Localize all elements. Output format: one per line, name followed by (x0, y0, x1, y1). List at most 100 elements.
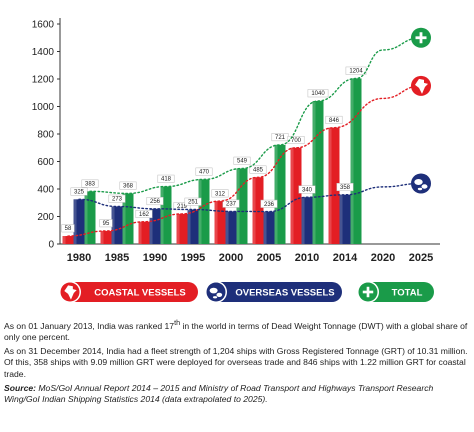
overseas-value-box (146, 197, 164, 206)
coastal-value-label: 312 (215, 191, 226, 197)
total-bar (122, 193, 134, 244)
y-tick-label: 400 (37, 185, 54, 196)
total-value-label: 1040 (311, 91, 325, 97)
overseas-bar-highlight (149, 208, 153, 244)
legend-globe-icon-land-a (209, 287, 218, 294)
note-source: Source: MoS/GoI Annual Report 2014 – 201… (4, 383, 470, 405)
coastal-value-label: 485 (253, 168, 264, 174)
overseas-end-globe-icon-land-a (414, 179, 423, 185)
y-tick-label: 800 (37, 130, 54, 141)
coastal-bar (62, 236, 74, 244)
overseas-legend-pill (206, 282, 342, 302)
overseas-end-globe-icon-land-b (421, 184, 428, 189)
coastal-trend-line (67, 85, 422, 237)
source-label: Source: (4, 382, 36, 393)
total-trend-line (89, 37, 422, 195)
total-value-box (307, 89, 329, 98)
coastal-value-box (325, 115, 343, 124)
coastal-bar-highlight (328, 127, 332, 244)
coastal-value-box (287, 136, 305, 144)
total-legend-label: TOTAL (392, 288, 423, 299)
total-bar-highlight (274, 144, 278, 244)
overseas-value-box (298, 185, 316, 194)
y-tick-label: 1600 (32, 20, 55, 31)
coastal-bar (328, 127, 340, 244)
x-tick-label: 2010 (295, 252, 319, 264)
overseas-bar (149, 208, 161, 244)
coastal-legend-label: COASTAL VESSELS (94, 288, 186, 299)
total-bar (274, 144, 286, 244)
total-value-box (345, 66, 367, 75)
overseas-value-box (336, 183, 354, 192)
coastal-end-india-map-icon-shape (415, 78, 428, 94)
note-ranking-sup: th (174, 319, 181, 327)
total-bar-highlight (350, 78, 354, 244)
overseas-bar (111, 206, 123, 244)
total-bar-highlight (84, 191, 88, 244)
total-bar-highlight (312, 101, 316, 244)
total-value-box (195, 167, 213, 176)
coastal-value-label: 219 (177, 204, 188, 210)
coastal-value-label: 162 (139, 212, 150, 218)
x-tick-label: 2020 (371, 252, 395, 264)
overseas-value-label: 325 (74, 190, 85, 196)
coastal-value-box (61, 224, 75, 233)
coastal-value-box (135, 209, 153, 218)
overseas-value-box (222, 199, 240, 208)
total-bar-highlight (160, 186, 164, 244)
y-tick-label: 200 (37, 212, 54, 223)
overseas-value-label: 251 (188, 200, 199, 206)
vessel-fleet-chart: 0 200 400 600 800 1000 1200 1400 1600 1980 1985 199… (32, 18, 440, 303)
y-tick-label: 1400 (32, 47, 55, 58)
note-ranking-text: As on 01 January 2013, India was ranked … (4, 320, 175, 331)
coastal-bar (100, 230, 112, 244)
coastal-value-box (99, 219, 113, 228)
legend-globe-icon-land-b (216, 292, 223, 297)
total-value-label: 368 (123, 184, 134, 190)
overseas-bar (73, 199, 85, 244)
legend-plus-icon-v (366, 286, 370, 298)
overseas-value-box (260, 199, 278, 208)
total-value-label: 721 (275, 135, 286, 141)
overseas-bar-highlight (111, 206, 115, 244)
overseas-value-label: 273 (112, 197, 123, 203)
coastal-value-label: 846 (329, 118, 340, 124)
y-tick-label: 600 (37, 157, 54, 168)
x-tick-label: 1990 (143, 252, 167, 264)
overseas-value-label: 358 (340, 185, 351, 191)
coastal-bar-highlight (62, 236, 66, 244)
total-bar (350, 78, 362, 244)
total-value-label: 470 (199, 170, 210, 176)
overseas-bar (339, 194, 351, 244)
total-value-label: 418 (161, 177, 172, 183)
total-value-box (119, 181, 137, 190)
overseas-bar-highlight (263, 211, 267, 244)
total-bar (198, 179, 210, 244)
total-value-box (233, 156, 251, 165)
legend-globe-icon-land-c (212, 296, 218, 299)
total-value-box (157, 174, 175, 183)
total-value-label: 549 (237, 159, 248, 165)
coastal-value-label: 700 (291, 138, 302, 144)
total-value-box (81, 179, 99, 188)
coastal-bar-highlight (214, 201, 218, 244)
coastal-bar-highlight (252, 177, 256, 244)
total-value-label: 383 (85, 182, 96, 188)
notes: As on 01 January 2013, India was ranked … (4, 318, 470, 408)
x-tick-label: 2005 (257, 252, 281, 264)
overseas-value-box (184, 197, 202, 206)
overseas-value-box (70, 187, 88, 196)
total-value-label: 1204 (349, 69, 363, 75)
overseas-trend-line (78, 182, 422, 213)
coastal-bar-highlight (138, 221, 142, 244)
x-tick-label: 1995 (181, 252, 205, 264)
x-tick-label: 2000 (219, 252, 243, 264)
coastal-bar (176, 213, 188, 244)
overseas-value-label: 340 (302, 187, 313, 193)
coastal-bar-highlight (290, 147, 294, 244)
total-bar (312, 101, 324, 244)
legend-india-map-icon-shape (64, 285, 77, 300)
coastal-value-box (211, 189, 229, 198)
overseas-end-globe-icon-land-c (417, 187, 423, 191)
overseas-bar-highlight (339, 194, 343, 244)
